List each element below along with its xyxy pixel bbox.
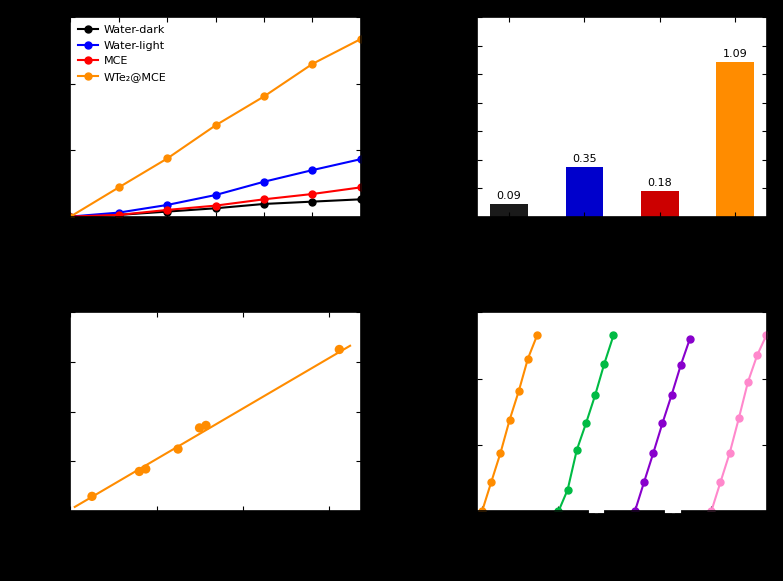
Point xyxy=(171,444,184,454)
MCE xyxy=(114,211,124,218)
Text: 0.09: 0.09 xyxy=(496,191,521,201)
MCE xyxy=(66,213,75,220)
Text: 0.35: 0.35 xyxy=(572,154,597,164)
Water-dark xyxy=(66,213,75,220)
Water-light xyxy=(356,156,366,163)
Water-light xyxy=(163,202,172,209)
Legend: Water-dark, Water-light, MCE, WTe₂@MCE: Water-dark, Water-light, MCE, WTe₂@MCE xyxy=(76,23,169,84)
Text: 1.09: 1.09 xyxy=(723,49,748,59)
Point xyxy=(200,421,212,430)
Bar xyxy=(716,62,754,217)
Text: a: a xyxy=(13,9,27,30)
WTe₂@MCE xyxy=(308,60,317,67)
WTe₂@MCE xyxy=(259,93,269,100)
Y-axis label: Mass loss (mg): Mass loss (mg) xyxy=(22,58,36,175)
Water-light xyxy=(66,213,75,220)
WTe₂@MCE xyxy=(66,213,75,220)
Text: //: // xyxy=(592,525,602,539)
Water-light xyxy=(114,209,124,216)
Text: 0.18: 0.18 xyxy=(648,178,673,188)
MCE xyxy=(356,184,366,191)
MCE xyxy=(308,191,317,198)
Point xyxy=(139,464,152,474)
Point xyxy=(85,492,98,501)
Line: WTe₂@MCE: WTe₂@MCE xyxy=(67,35,364,220)
Text: //: // xyxy=(668,525,678,539)
Bar xyxy=(565,167,604,217)
Point xyxy=(133,467,146,476)
X-axis label: Time (day): Time (day) xyxy=(580,535,664,548)
Water-dark xyxy=(163,208,172,215)
Water-dark xyxy=(211,205,220,211)
X-axis label: Power density (mW/cm²): Power density (mW/cm²) xyxy=(119,535,312,548)
WTe₂@MCE xyxy=(356,35,366,42)
Y-axis label: Evaporation rate (kg/m²/h): Evaporation rate (kg/m²/h) xyxy=(434,23,446,211)
Water-light xyxy=(211,192,220,199)
WTe₂@MCE xyxy=(163,155,172,162)
Point xyxy=(193,423,206,432)
MCE xyxy=(163,206,172,213)
Water-dark xyxy=(356,196,366,203)
Y-axis label: Mass loss (mg): Mass loss (mg) xyxy=(428,353,442,471)
Water-light xyxy=(308,167,317,174)
Line: Water-dark: Water-dark xyxy=(67,196,364,220)
WTe₂@MCE xyxy=(211,122,220,129)
MCE xyxy=(211,202,220,209)
Text: //: // xyxy=(592,298,602,312)
X-axis label: Time (min): Time (min) xyxy=(173,240,258,254)
WTe₂@MCE xyxy=(114,184,124,191)
Line: Water-light: Water-light xyxy=(67,156,364,220)
Line: MCE: MCE xyxy=(67,184,364,220)
Water-dark xyxy=(114,211,124,218)
Water-dark xyxy=(259,200,269,207)
Point xyxy=(333,345,345,354)
Bar xyxy=(490,204,528,217)
Bar xyxy=(641,191,679,217)
Water-dark xyxy=(308,198,317,205)
MCE xyxy=(259,196,269,203)
Water-light xyxy=(259,178,269,185)
Y-axis label: Evaporation rate (kg/m²/h): Evaporation rate (kg/m²/h) xyxy=(27,318,40,505)
Text: //: // xyxy=(668,298,678,312)
Text: c: c xyxy=(6,304,19,324)
